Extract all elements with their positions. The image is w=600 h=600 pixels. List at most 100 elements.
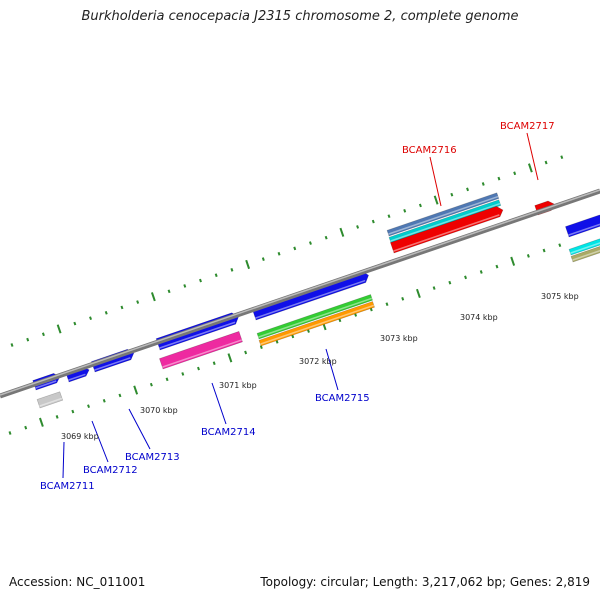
minor-tick <box>199 278 202 283</box>
minor-tick <box>542 248 546 253</box>
feature-bars <box>32 192 600 409</box>
feature-bcam2715-domain-b-highlight <box>260 304 375 345</box>
scale-label: 3074 kbp <box>460 313 498 322</box>
minor-tick <box>466 187 470 192</box>
minor-tick <box>55 415 59 419</box>
scale-label: 3071 kbp <box>219 381 257 390</box>
accession-text: Accession: NC_011001 <box>9 575 146 589</box>
genome-summary-text: Topology: circular; Length: 3,217,062 bp… <box>260 575 590 589</box>
major-tick <box>339 227 345 237</box>
gene-label: BCAM2712 <box>83 465 138 476</box>
minor-tick <box>136 300 140 304</box>
minor-tick <box>104 310 108 315</box>
minor-tick <box>230 268 234 272</box>
minor-tick <box>481 182 485 186</box>
major-tick <box>227 353 233 363</box>
feature-next-forward-highlight <box>568 223 600 236</box>
leader-line <box>211 382 227 425</box>
scale-label: 3069 kbp <box>61 432 99 441</box>
feature-bcam2714-domain-highlight <box>162 339 243 368</box>
gene-label: BCAM2714 <box>201 427 256 438</box>
feature-bcam2711-rna <box>36 391 64 409</box>
feature-bcam2711-highlight <box>35 380 57 389</box>
major-tick <box>433 195 439 205</box>
kbp-scale-labels: 3069 kbp 3070 kbp 3071 kbp 3072 kbp 3073 kbp… <box>61 292 579 441</box>
scale-label: 3070 kbp <box>140 406 178 415</box>
minor-tick <box>401 296 405 301</box>
minor-tick <box>306 329 310 333</box>
major-tick <box>245 259 251 270</box>
minor-tick <box>8 431 12 435</box>
feature-next-domain-a-highlight <box>570 242 600 254</box>
minor-tick <box>432 286 436 290</box>
leader-line <box>91 420 109 463</box>
minor-tick <box>89 316 93 321</box>
feature-bcam2715-domain-a <box>256 294 373 340</box>
feature-bcam2716-domain-b-highlight <box>390 202 501 242</box>
gene-label: BCAM2716 <box>402 145 457 156</box>
feature-next-domain-a <box>568 238 600 256</box>
map-title: Burkholderia cenocepacia J2315 chromosom… <box>81 9 519 24</box>
leader-line <box>128 408 151 450</box>
major-tick <box>39 417 44 427</box>
minor-tick <box>324 235 328 240</box>
minor-tick <box>560 155 564 159</box>
major-tick <box>133 385 139 395</box>
minor-tick <box>450 192 454 197</box>
minor-tick <box>87 404 91 409</box>
minor-tick <box>497 176 501 181</box>
feature-next-forward <box>565 214 600 238</box>
gene-label: BCAM2713 <box>125 452 180 463</box>
gene-label: BCAM2711 <box>40 481 95 492</box>
minor-tick <box>181 372 185 376</box>
minor-tick <box>403 208 407 213</box>
feature-bcam2716 <box>390 206 504 254</box>
feature-bcam2715-domain-b <box>258 301 375 347</box>
minor-tick <box>183 284 187 288</box>
minor-tick <box>275 339 279 344</box>
minor-tick <box>544 160 548 165</box>
minor-tick <box>464 275 468 280</box>
minor-tick <box>165 377 169 382</box>
feature-next-domain-b <box>570 246 600 263</box>
minor-tick <box>354 313 358 317</box>
major-tick <box>56 324 62 334</box>
leader-line <box>429 156 442 207</box>
minor-tick <box>26 337 30 342</box>
lower-tick-track <box>8 243 562 435</box>
minor-tick <box>102 398 106 403</box>
minor-tick <box>385 302 389 307</box>
chromosome-backbone <box>0 188 600 399</box>
minor-tick <box>118 393 122 398</box>
feature-bcam2715-domain-a-highlight <box>258 297 373 338</box>
minor-tick <box>293 246 297 251</box>
feature-next-domain-b-highlight <box>572 249 600 261</box>
minor-tick <box>526 254 530 258</box>
minor-tick <box>356 225 360 229</box>
minor-tick <box>73 321 77 326</box>
feature-bcam2716-domain-a-highlight <box>388 195 499 235</box>
minor-tick <box>495 264 499 269</box>
feature-bcam2714-highlight <box>159 321 236 349</box>
leader-line <box>526 132 539 181</box>
feature-bcam2715-highlight <box>255 279 366 319</box>
minor-tick <box>214 273 218 278</box>
feature-bcam2716-highlight <box>393 214 500 252</box>
feature-bcam2714-domain <box>159 331 243 370</box>
minor-tick <box>261 257 265 261</box>
minor-tick <box>167 289 171 294</box>
leader-line <box>325 348 339 391</box>
backbone-highlight <box>0 189 600 396</box>
minor-tick <box>277 251 281 256</box>
gene-label: BCAM2715 <box>315 393 370 404</box>
label-leader-lines <box>62 132 539 479</box>
feature-bcam2716-domain-a <box>386 192 500 237</box>
major-tick <box>416 288 421 299</box>
minor-tick <box>120 305 124 310</box>
minor-tick <box>387 214 391 219</box>
scale-label: 3075 kbp <box>541 292 579 301</box>
minor-tick <box>291 334 295 339</box>
leader-line <box>62 441 65 479</box>
minor-tick <box>448 280 452 285</box>
